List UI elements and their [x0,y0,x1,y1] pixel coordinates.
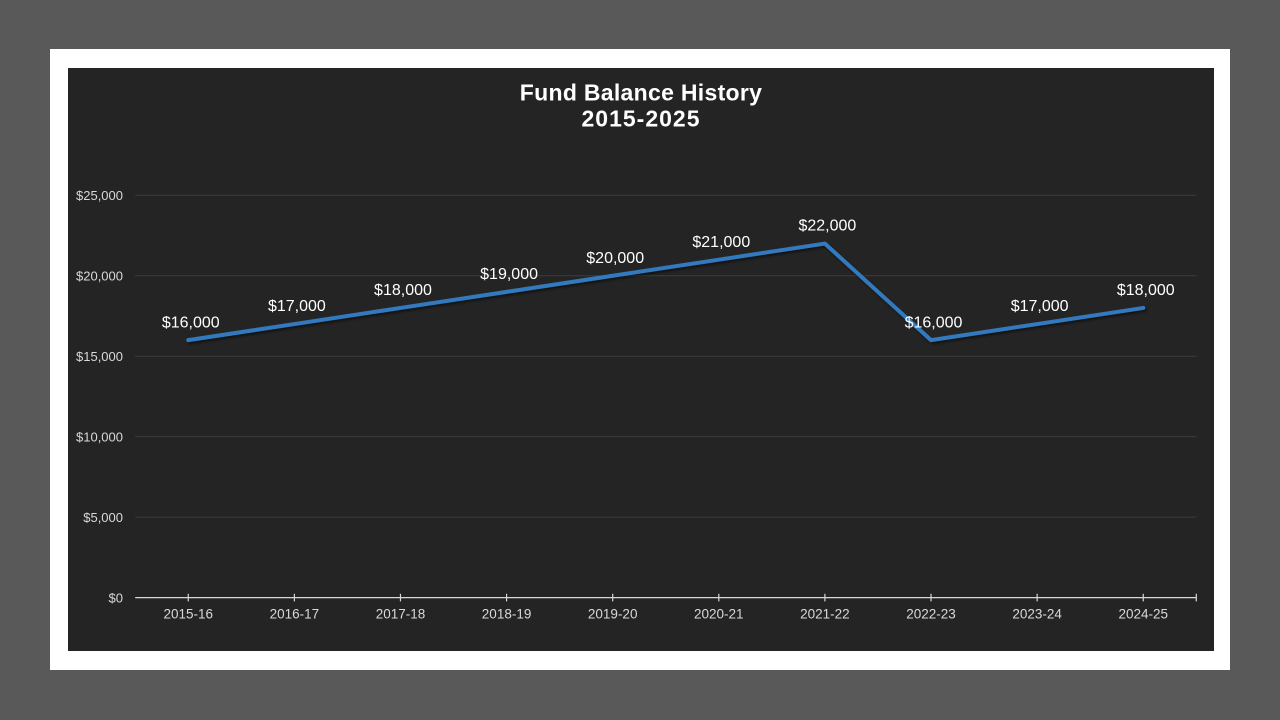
svg-text:$20,000: $20,000 [586,250,644,267]
svg-text:$22,000: $22,000 [798,218,856,235]
svg-text:$25,000: $25,000 [76,188,123,203]
svg-text:2018-19: 2018-19 [482,606,532,621]
svg-text:$16,000: $16,000 [162,314,220,331]
svg-text:2015-16: 2015-16 [163,606,213,621]
svg-text:$18,000: $18,000 [374,282,432,299]
svg-text:$18,000: $18,000 [1117,282,1175,299]
svg-text:Fund Balance History: Fund Balance History [520,80,762,106]
svg-text:2022-23: 2022-23 [906,606,956,621]
svg-text:$20,000: $20,000 [76,269,123,284]
svg-text:2017-18: 2017-18 [376,606,426,621]
svg-text:2020-21: 2020-21 [694,606,744,621]
svg-text:2015-2025: 2015-2025 [582,106,701,132]
svg-text:2019-20: 2019-20 [588,606,638,621]
svg-text:$0: $0 [109,590,123,605]
svg-text:$17,000: $17,000 [1011,298,1069,315]
svg-text:$19,000: $19,000 [480,266,538,283]
svg-text:$21,000: $21,000 [692,234,750,251]
svg-text:$16,000: $16,000 [905,314,963,331]
svg-text:$10,000: $10,000 [76,429,123,444]
svg-text:2021-22: 2021-22 [800,606,850,621]
svg-text:2016-17: 2016-17 [270,606,320,621]
svg-text:$17,000: $17,000 [268,298,326,315]
svg-text:$15,000: $15,000 [76,349,123,364]
svg-text:2024-25: 2024-25 [1118,606,1168,621]
svg-text:2023-24: 2023-24 [1012,606,1062,621]
svg-text:$5,000: $5,000 [83,510,123,525]
